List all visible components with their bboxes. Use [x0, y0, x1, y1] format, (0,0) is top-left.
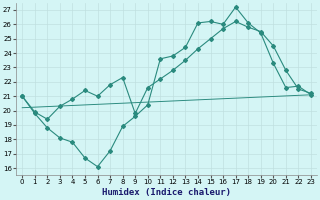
X-axis label: Humidex (Indice chaleur): Humidex (Indice chaleur) — [102, 188, 231, 197]
